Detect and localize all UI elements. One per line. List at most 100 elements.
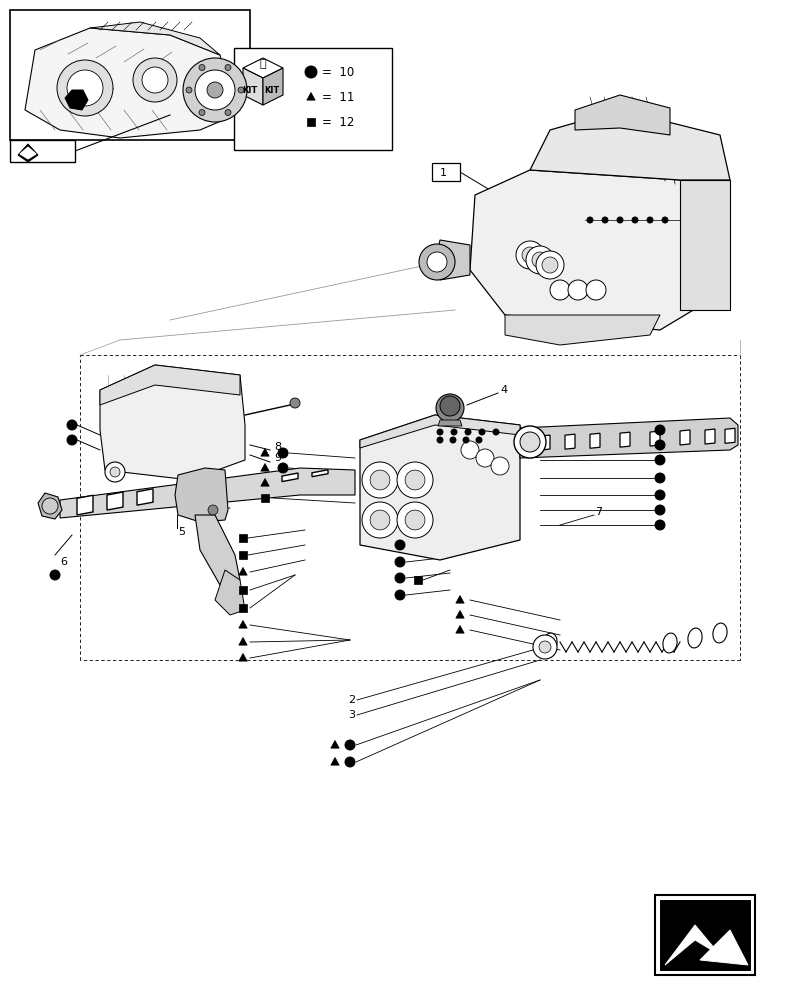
- Circle shape: [450, 429, 457, 435]
- Text: 8: 8: [273, 442, 281, 452]
- Circle shape: [50, 570, 60, 580]
- Circle shape: [397, 462, 432, 498]
- Polygon shape: [307, 92, 315, 100]
- Circle shape: [394, 540, 405, 550]
- Circle shape: [362, 462, 397, 498]
- Circle shape: [631, 217, 637, 223]
- Bar: [654, 895, 754, 975]
- Polygon shape: [100, 365, 245, 480]
- Circle shape: [186, 87, 191, 93]
- Polygon shape: [238, 586, 247, 594]
- Circle shape: [549, 280, 569, 300]
- Polygon shape: [281, 473, 298, 482]
- Circle shape: [513, 426, 545, 458]
- Polygon shape: [60, 468, 354, 518]
- Polygon shape: [307, 118, 315, 126]
- Text: ⬧: ⬧: [260, 59, 266, 69]
- Circle shape: [462, 437, 469, 443]
- Polygon shape: [242, 58, 283, 78]
- Text: =  10: = 10: [322, 66, 354, 79]
- Circle shape: [199, 110, 204, 116]
- Polygon shape: [679, 430, 689, 445]
- Text: 5: 5: [178, 527, 185, 537]
- Polygon shape: [330, 740, 339, 748]
- Circle shape: [539, 641, 551, 653]
- Circle shape: [531, 252, 547, 268]
- Circle shape: [345, 740, 354, 750]
- Circle shape: [182, 58, 247, 122]
- Circle shape: [67, 70, 103, 106]
- Polygon shape: [539, 435, 549, 450]
- Circle shape: [67, 435, 77, 445]
- Polygon shape: [455, 625, 464, 633]
- Circle shape: [397, 502, 432, 538]
- Text: =  11: = 11: [322, 91, 354, 104]
- Polygon shape: [100, 365, 240, 405]
- Circle shape: [526, 246, 553, 274]
- Circle shape: [394, 573, 405, 583]
- Polygon shape: [77, 495, 93, 515]
- Polygon shape: [242, 68, 263, 105]
- Circle shape: [225, 64, 230, 70]
- Circle shape: [535, 251, 564, 279]
- Circle shape: [519, 432, 539, 452]
- Polygon shape: [238, 637, 247, 645]
- Polygon shape: [590, 433, 599, 448]
- Circle shape: [133, 58, 177, 102]
- Circle shape: [601, 217, 607, 223]
- Circle shape: [199, 64, 204, 70]
- Text: 2: 2: [348, 695, 354, 705]
- Polygon shape: [414, 576, 422, 584]
- Circle shape: [532, 635, 556, 659]
- Polygon shape: [263, 68, 283, 105]
- Circle shape: [436, 394, 463, 422]
- Bar: [234, 48, 392, 150]
- Polygon shape: [519, 418, 737, 458]
- Polygon shape: [699, 930, 747, 965]
- Circle shape: [465, 429, 470, 435]
- Polygon shape: [435, 240, 470, 280]
- Circle shape: [586, 280, 605, 300]
- Polygon shape: [664, 925, 719, 965]
- Bar: [431, 163, 460, 181]
- Circle shape: [654, 520, 664, 530]
- Circle shape: [109, 467, 120, 477]
- Polygon shape: [175, 468, 228, 522]
- Polygon shape: [330, 757, 339, 765]
- Polygon shape: [238, 534, 247, 542]
- Polygon shape: [311, 470, 328, 477]
- Text: 9: 9: [273, 453, 281, 463]
- Polygon shape: [359, 415, 519, 448]
- Polygon shape: [470, 170, 709, 330]
- Text: 1: 1: [440, 168, 446, 178]
- Bar: [10, 140, 75, 162]
- Ellipse shape: [712, 623, 726, 643]
- Circle shape: [515, 241, 543, 269]
- Circle shape: [394, 590, 405, 600]
- Polygon shape: [137, 489, 152, 505]
- Circle shape: [405, 510, 424, 530]
- Circle shape: [427, 252, 446, 272]
- Circle shape: [418, 244, 454, 280]
- Ellipse shape: [662, 633, 676, 653]
- Ellipse shape: [687, 628, 702, 648]
- Polygon shape: [107, 492, 122, 510]
- Ellipse shape: [543, 633, 556, 653]
- Circle shape: [654, 490, 664, 500]
- Polygon shape: [455, 610, 464, 618]
- Polygon shape: [195, 515, 240, 585]
- Circle shape: [67, 420, 77, 430]
- Polygon shape: [260, 494, 268, 502]
- Polygon shape: [704, 429, 714, 444]
- Text: 7: 7: [594, 507, 602, 517]
- Text: =  12: = 12: [322, 116, 354, 129]
- Polygon shape: [504, 315, 659, 345]
- Text: 6: 6: [60, 557, 67, 567]
- Circle shape: [370, 510, 389, 530]
- Polygon shape: [38, 493, 62, 519]
- Circle shape: [521, 247, 538, 263]
- Circle shape: [478, 429, 484, 435]
- Circle shape: [541, 257, 557, 273]
- Circle shape: [440, 396, 460, 416]
- Circle shape: [370, 470, 389, 490]
